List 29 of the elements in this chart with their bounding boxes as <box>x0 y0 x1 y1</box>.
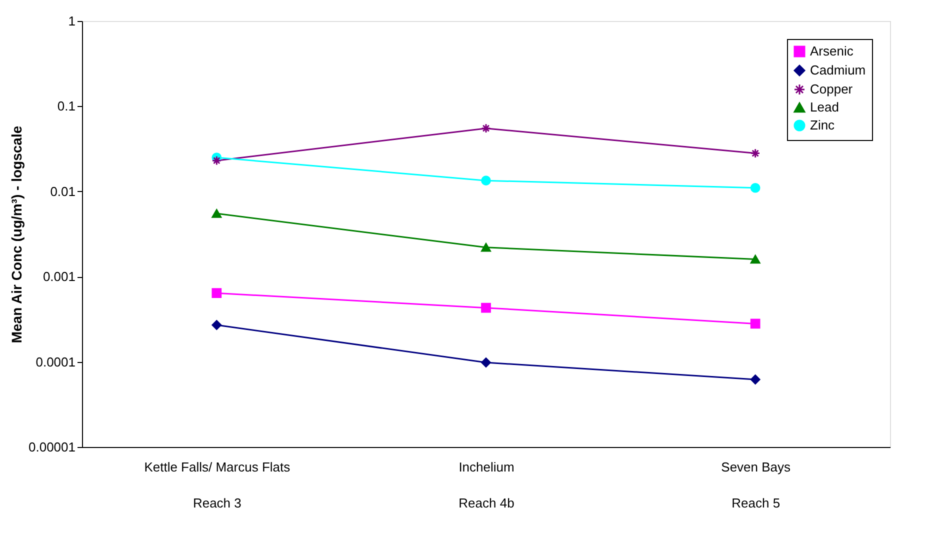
legend-label: Arsenic <box>810 44 854 58</box>
category-label: Kettle Falls/ Marcus Flats Reach 3 <box>144 460 290 510</box>
legend-label: Cadmium <box>810 62 866 78</box>
y-axis-title: Mean Air Conc (ug/m³) - logscale <box>8 126 25 344</box>
point <box>750 374 760 384</box>
y-tick-label: 0.00001 <box>28 440 76 454</box>
legend-label: Zinc <box>810 118 836 132</box>
point <box>750 148 760 158</box>
point <box>481 243 491 252</box>
legend-label: Lead <box>810 100 839 114</box>
point <box>750 318 760 329</box>
y-tick-label: 0.0001 <box>36 354 76 370</box>
point <box>212 288 222 298</box>
category-label: Seven Bays Reach 5 <box>721 460 791 510</box>
y-tick-label: 1 <box>68 14 76 28</box>
point <box>750 182 760 193</box>
legend-label: Copper <box>810 82 854 96</box>
y-tick-label: 0.001 <box>42 269 76 284</box>
y-tick-label: 0.01 <box>50 184 76 199</box>
category-label: Inchelium Reach 4b <box>458 460 514 510</box>
point <box>212 320 222 330</box>
y-tick-label: 0.1 <box>57 98 76 114</box>
point <box>212 156 222 166</box>
point <box>750 254 760 264</box>
point <box>481 358 491 368</box>
point <box>212 209 222 218</box>
point <box>481 302 491 313</box>
point <box>481 123 491 134</box>
point <box>481 176 491 186</box>
